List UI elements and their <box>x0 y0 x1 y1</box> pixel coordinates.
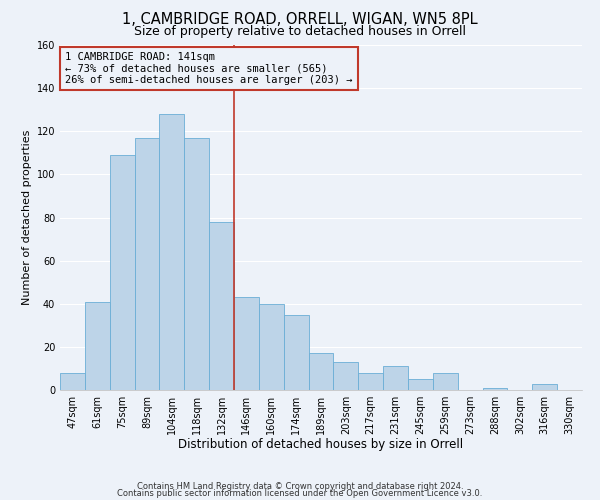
Text: Contains public sector information licensed under the Open Government Licence v3: Contains public sector information licen… <box>118 490 482 498</box>
Text: 1 CAMBRIDGE ROAD: 141sqm
← 73% of detached houses are smaller (565)
26% of semi-: 1 CAMBRIDGE ROAD: 141sqm ← 73% of detach… <box>65 52 353 85</box>
Bar <box>184 138 209 390</box>
X-axis label: Distribution of detached houses by size in Orrell: Distribution of detached houses by size … <box>178 438 464 452</box>
Text: Contains HM Land Registry data © Crown copyright and database right 2024.: Contains HM Land Registry data © Crown c… <box>137 482 463 491</box>
Bar <box>209 222 234 390</box>
Bar <box>532 384 557 390</box>
Bar <box>134 138 160 390</box>
Text: Size of property relative to detached houses in Orrell: Size of property relative to detached ho… <box>134 25 466 38</box>
Bar <box>482 388 508 390</box>
Bar <box>85 302 110 390</box>
Bar <box>358 373 383 390</box>
Bar <box>259 304 284 390</box>
Bar <box>234 298 259 390</box>
Bar <box>60 373 85 390</box>
Bar <box>408 379 433 390</box>
Bar <box>433 373 458 390</box>
Text: 1, CAMBRIDGE ROAD, ORRELL, WIGAN, WN5 8PL: 1, CAMBRIDGE ROAD, ORRELL, WIGAN, WN5 8P… <box>122 12 478 28</box>
Bar <box>334 362 358 390</box>
Bar <box>284 314 308 390</box>
Bar <box>308 354 334 390</box>
Bar <box>160 114 184 390</box>
Bar <box>383 366 408 390</box>
Bar <box>110 155 134 390</box>
Y-axis label: Number of detached properties: Number of detached properties <box>22 130 32 305</box>
